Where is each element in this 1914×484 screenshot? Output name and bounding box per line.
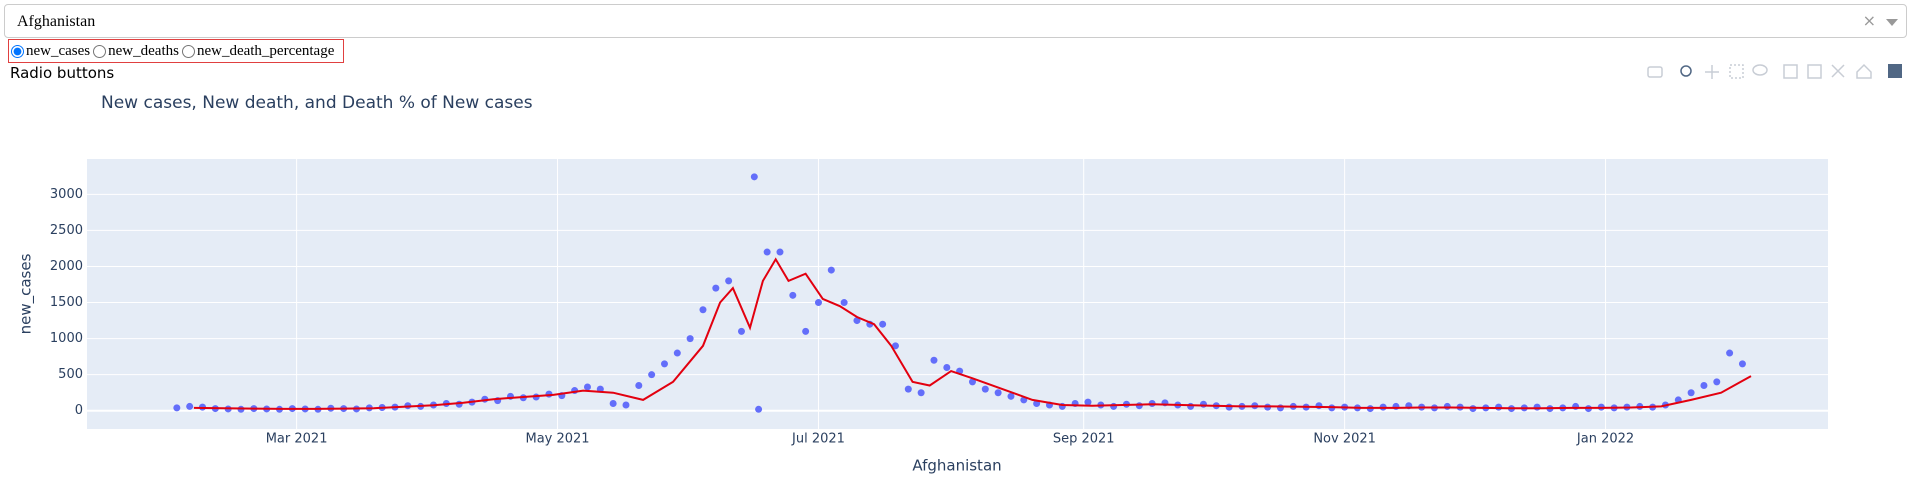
data-point xyxy=(994,389,1002,397)
data-point xyxy=(686,335,694,343)
radio-text: new_death_percentage xyxy=(196,42,335,59)
data-point xyxy=(1199,400,1207,408)
modebar xyxy=(1647,63,1902,79)
plot-background xyxy=(87,159,1828,429)
data-point xyxy=(904,385,912,393)
dropdown-value: Afghanistan xyxy=(17,13,96,30)
data-point xyxy=(622,401,630,409)
country-dropdown[interactable]: Afghanistan × xyxy=(4,4,1907,38)
data-point xyxy=(1007,392,1015,400)
x-tick-label: Jul 2021 xyxy=(791,432,845,447)
data-point xyxy=(186,402,194,410)
data-point xyxy=(1700,382,1708,390)
data-point xyxy=(853,317,861,325)
data-point xyxy=(1443,402,1451,410)
data-point xyxy=(789,291,797,299)
data-point xyxy=(814,299,822,307)
data-point xyxy=(755,405,763,413)
data-point xyxy=(968,378,976,386)
data-point xyxy=(712,284,720,292)
data-point xyxy=(673,349,681,357)
data-point xyxy=(1738,360,1746,368)
data-point xyxy=(1713,378,1721,386)
zoom-out-icon[interactable] xyxy=(1807,64,1822,79)
x-tick-label: Nov 2021 xyxy=(1313,432,1376,447)
data-point xyxy=(891,342,899,350)
zoom-icon[interactable] xyxy=(1680,65,1692,77)
data-point xyxy=(725,277,733,285)
radio-label: Radio buttons xyxy=(10,64,115,82)
x-tick-label: May 2021 xyxy=(525,432,589,447)
x-tick-label: Jan 2022 xyxy=(1576,432,1634,447)
camera-icon[interactable] xyxy=(1647,66,1663,78)
data-point xyxy=(699,306,707,314)
data-point xyxy=(737,327,745,335)
data-point xyxy=(943,363,951,371)
radio-group: new_cases new_deaths new_death_percentage xyxy=(8,39,345,63)
data-point xyxy=(635,382,643,390)
chart-title: New cases, New death, and Death % of New… xyxy=(101,93,533,113)
y-tick-label: 0 xyxy=(75,403,83,418)
data-point xyxy=(750,173,758,181)
data-point xyxy=(802,327,810,335)
y-tick-label: 1500 xyxy=(50,295,83,310)
dropdown-arrow[interactable] xyxy=(1886,19,1898,26)
data-point xyxy=(879,320,887,328)
data-point xyxy=(1726,349,1734,357)
y-tick-label: 500 xyxy=(58,367,83,382)
x-tick-label: Mar 2021 xyxy=(266,432,328,447)
radio-input[interactable] xyxy=(181,44,195,58)
data-point xyxy=(660,360,668,368)
clear-icon[interactable]: × xyxy=(1862,11,1876,30)
data-point xyxy=(776,248,784,256)
data-point xyxy=(1315,402,1323,410)
y-tick-label: 1000 xyxy=(50,331,83,346)
lasso-icon[interactable] xyxy=(1752,64,1768,76)
data-point xyxy=(930,356,938,364)
zoom-in-icon[interactable] xyxy=(1783,64,1798,79)
data-point xyxy=(763,248,771,256)
y-tick-label: 2500 xyxy=(50,223,83,238)
data-point xyxy=(981,385,989,393)
x-tick-label: Sep 2021 xyxy=(1053,432,1115,447)
radio-text: new_deaths xyxy=(108,42,179,59)
y-axis-title: new_cases xyxy=(17,253,36,334)
data-point xyxy=(917,389,925,397)
data-point xyxy=(827,266,835,274)
y-tick-label: 3000 xyxy=(50,187,83,202)
data-point xyxy=(1687,389,1695,397)
data-point xyxy=(648,371,656,379)
data-point xyxy=(583,383,591,391)
data-point xyxy=(1135,402,1143,410)
data-point xyxy=(1110,402,1118,410)
x-axis-title: Afghanistan xyxy=(912,457,1001,475)
reset-icon[interactable] xyxy=(1856,63,1872,79)
radio-option[interactable]: new_cases xyxy=(11,43,90,60)
data-point xyxy=(609,400,617,408)
data-point xyxy=(840,299,848,307)
data-point xyxy=(1276,404,1284,412)
autoscale-icon[interactable] xyxy=(1831,64,1845,78)
data-point xyxy=(1187,402,1195,410)
y-tick-label: 2000 xyxy=(50,259,83,274)
box-select-icon[interactable] xyxy=(1729,64,1744,79)
radio-input[interactable] xyxy=(93,44,107,58)
data-point xyxy=(1533,403,1541,411)
radio-text: new_cases xyxy=(26,42,91,59)
trend-line xyxy=(193,257,1752,410)
data-point xyxy=(173,404,181,412)
data-point xyxy=(1084,398,1092,406)
radio-option[interactable]: new_deaths xyxy=(93,43,179,60)
radio-option[interactable]: new_death_percentage xyxy=(181,42,335,60)
radio-input[interactable] xyxy=(11,44,24,58)
plotly-logo[interactable] xyxy=(1888,64,1902,78)
pan-icon[interactable] xyxy=(1705,65,1719,79)
